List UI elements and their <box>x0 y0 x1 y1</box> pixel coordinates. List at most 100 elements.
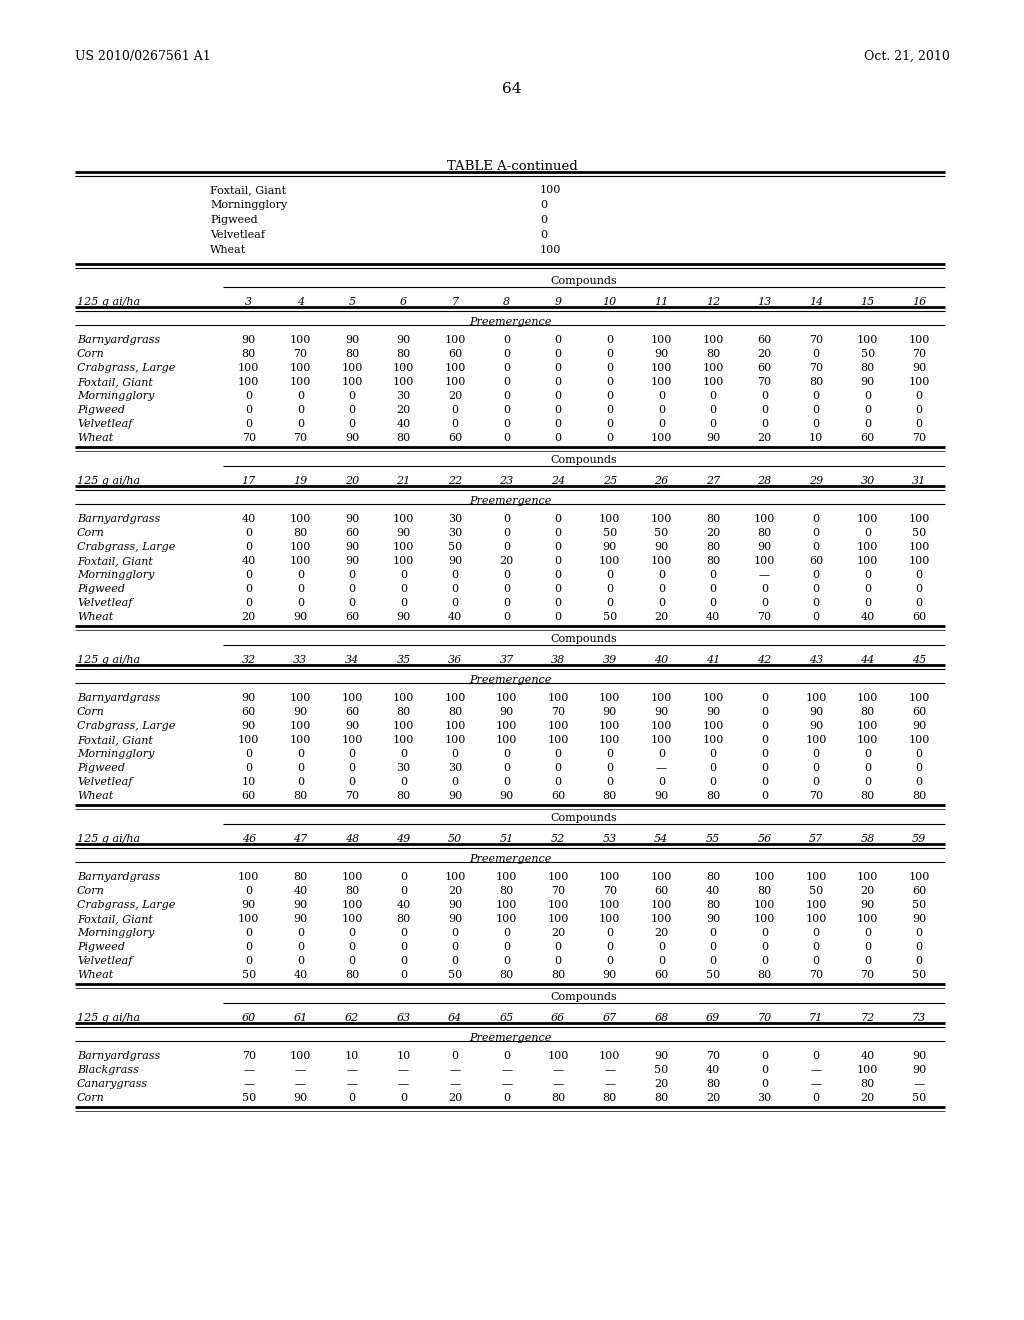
Text: TABLE A-continued: TABLE A-continued <box>446 160 578 173</box>
Text: 0: 0 <box>245 405 252 414</box>
Text: 50: 50 <box>447 543 462 552</box>
Text: —: — <box>244 1065 254 1074</box>
Text: 100: 100 <box>702 335 724 345</box>
Text: 70: 70 <box>242 1051 256 1061</box>
Text: —: — <box>450 1065 461 1074</box>
Text: 47: 47 <box>293 834 307 843</box>
Text: 90: 90 <box>912 913 927 924</box>
Text: 100: 100 <box>341 363 362 374</box>
Text: 30: 30 <box>396 391 411 401</box>
Text: 0: 0 <box>452 405 459 414</box>
Text: 30: 30 <box>860 477 874 486</box>
Text: —: — <box>913 1078 925 1089</box>
Text: 0: 0 <box>864 418 871 429</box>
Text: 72: 72 <box>860 1012 874 1023</box>
Text: 90: 90 <box>345 543 359 552</box>
Text: Barnyardgrass: Barnyardgrass <box>77 693 160 704</box>
Text: 100: 100 <box>548 721 569 731</box>
Text: 0: 0 <box>452 570 459 579</box>
Text: 66: 66 <box>551 1012 565 1023</box>
Text: —: — <box>811 1065 821 1074</box>
Text: 70: 70 <box>860 970 874 979</box>
Text: 10: 10 <box>345 1051 359 1061</box>
Text: 0: 0 <box>503 1093 510 1104</box>
Text: 0: 0 <box>761 928 768 939</box>
Text: 0: 0 <box>657 418 665 429</box>
Text: 80: 80 <box>396 791 411 801</box>
Text: Preemergence: Preemergence <box>469 496 551 506</box>
Text: 0: 0 <box>503 528 510 539</box>
Text: 90: 90 <box>447 900 462 909</box>
Text: 100: 100 <box>599 873 621 882</box>
Text: 100: 100 <box>548 900 569 909</box>
Text: 0: 0 <box>452 418 459 429</box>
Text: 100: 100 <box>496 900 517 909</box>
Text: 80: 80 <box>396 348 411 359</box>
Text: 70: 70 <box>912 433 927 444</box>
Text: 0: 0 <box>400 873 408 882</box>
Text: 64: 64 <box>502 82 522 96</box>
Text: 0: 0 <box>503 1051 510 1061</box>
Text: 100: 100 <box>908 543 930 552</box>
Text: 0: 0 <box>606 570 613 579</box>
Text: —: — <box>244 1078 254 1089</box>
Text: 0: 0 <box>400 1093 408 1104</box>
Text: 50: 50 <box>242 970 256 979</box>
Text: 0: 0 <box>657 748 665 759</box>
Text: 90: 90 <box>809 708 823 717</box>
Text: 80: 80 <box>293 528 307 539</box>
Text: 90: 90 <box>293 612 307 622</box>
Text: 0: 0 <box>555 556 562 566</box>
Text: 0: 0 <box>452 777 459 787</box>
Text: —: — <box>398 1065 409 1074</box>
Text: 80: 80 <box>758 970 772 979</box>
Text: 22: 22 <box>447 477 462 486</box>
Text: 0: 0 <box>297 418 304 429</box>
Text: 0: 0 <box>606 378 613 387</box>
Text: 100: 100 <box>341 735 362 744</box>
Text: 64: 64 <box>447 1012 462 1023</box>
Text: 20: 20 <box>396 405 411 414</box>
Text: 56: 56 <box>758 834 772 843</box>
Text: 20: 20 <box>551 928 565 939</box>
Text: 100: 100 <box>290 543 311 552</box>
Text: 29: 29 <box>809 477 823 486</box>
Text: 0: 0 <box>812 598 819 609</box>
Text: 0: 0 <box>812 777 819 787</box>
Text: 80: 80 <box>706 873 720 882</box>
Text: 60: 60 <box>345 612 359 622</box>
Text: 50: 50 <box>603 612 616 622</box>
Text: 60: 60 <box>242 708 256 717</box>
Text: 100: 100 <box>650 913 672 924</box>
Text: 100: 100 <box>650 378 672 387</box>
Text: 80: 80 <box>706 513 720 524</box>
Text: 0: 0 <box>606 418 613 429</box>
Text: 10: 10 <box>396 1051 411 1061</box>
Text: 43: 43 <box>809 655 823 665</box>
Text: 0: 0 <box>864 405 871 414</box>
Text: 70: 70 <box>293 348 307 359</box>
Text: Velvetleaf: Velvetleaf <box>210 230 265 240</box>
Text: 100: 100 <box>548 913 569 924</box>
Text: 90: 90 <box>500 708 514 717</box>
Text: 0: 0 <box>606 598 613 609</box>
Text: Preemergence: Preemergence <box>469 1034 551 1043</box>
Text: 0: 0 <box>915 583 923 594</box>
Text: 30: 30 <box>447 513 462 524</box>
Text: Corn: Corn <box>77 886 104 896</box>
Text: 125 g ai/ha: 125 g ai/ha <box>77 297 140 308</box>
Text: 100: 100 <box>599 721 621 731</box>
Text: 100: 100 <box>650 335 672 345</box>
Text: —: — <box>295 1078 306 1089</box>
Text: 0: 0 <box>297 942 304 952</box>
Text: 80: 80 <box>396 913 411 924</box>
Text: 125 g ai/ha: 125 g ai/ha <box>77 477 140 486</box>
Text: 100: 100 <box>650 513 672 524</box>
Text: Crabgrass, Large: Crabgrass, Large <box>77 363 175 374</box>
Text: 17: 17 <box>242 477 256 486</box>
Text: 0: 0 <box>503 942 510 952</box>
Text: 70: 70 <box>809 335 823 345</box>
Text: 90: 90 <box>654 708 669 717</box>
Text: 90: 90 <box>396 528 411 539</box>
Text: 90: 90 <box>860 900 874 909</box>
